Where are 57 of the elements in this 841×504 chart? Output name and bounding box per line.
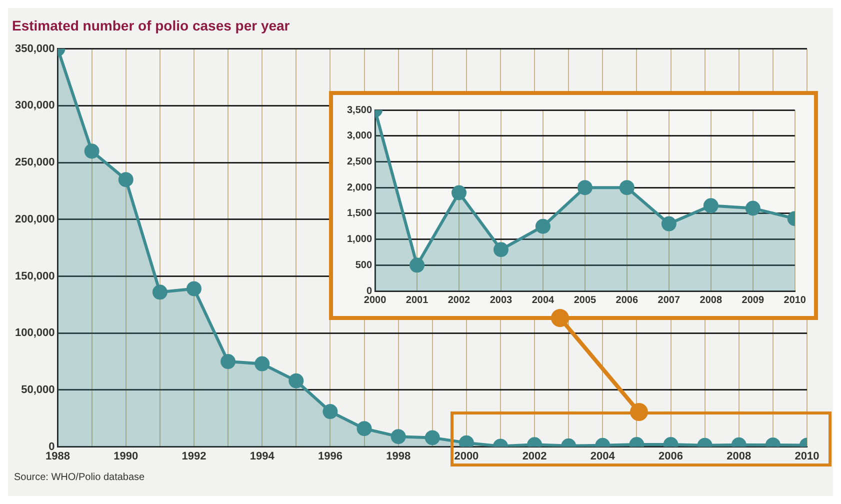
point xyxy=(254,356,270,372)
point xyxy=(220,354,236,370)
x-tick-label: 2008 xyxy=(726,450,752,462)
point xyxy=(661,216,676,232)
y-tick-label: 3,500 xyxy=(346,104,372,116)
y-tick-label: 500 xyxy=(355,260,372,271)
y-tick-label: 50,000 xyxy=(21,384,55,396)
y-tick-label: 2,500 xyxy=(346,156,372,168)
point xyxy=(152,284,168,300)
y-tick-label: 150,000 xyxy=(14,270,55,282)
y-tick-label: 2,000 xyxy=(346,182,372,194)
x-tick-label: 2006 xyxy=(616,294,638,306)
point xyxy=(745,200,760,216)
point xyxy=(577,180,592,196)
x-tick-label: 2004 xyxy=(532,294,555,306)
x-tick-label: 1998 xyxy=(386,450,411,462)
x-tick-label: 1992 xyxy=(182,450,206,462)
x-tick-label: 2003 xyxy=(490,294,513,306)
chart-title: Estimated number of polio cases per year xyxy=(12,17,290,34)
x-tick-label: 2008 xyxy=(700,294,722,306)
x-tick-label: 1994 xyxy=(250,450,276,462)
x-tick-label: 1996 xyxy=(318,450,342,462)
point xyxy=(703,198,718,214)
y-tick-label: 350,000 xyxy=(14,42,55,55)
x-tick-label: 2007 xyxy=(658,294,680,306)
y-tick-label: 100,000 xyxy=(14,327,55,340)
y-tick-label: 250,000 xyxy=(14,156,55,169)
point xyxy=(493,242,508,258)
x-tick-label: 2002 xyxy=(522,450,547,462)
x-tick-label: 1988 xyxy=(46,450,70,462)
x-tick-label: 2001 xyxy=(406,294,429,306)
point xyxy=(619,180,634,196)
y-tick-label: 0 xyxy=(366,286,372,297)
x-tick-label: 2000 xyxy=(454,450,479,462)
point xyxy=(118,172,134,188)
y-tick-label: 3,000 xyxy=(346,130,372,142)
point xyxy=(451,185,466,200)
point xyxy=(535,218,550,234)
x-tick-label: 2006 xyxy=(658,450,684,462)
x-tick-label: 2005 xyxy=(574,294,597,306)
point xyxy=(410,258,425,273)
x-tick-label: 2004 xyxy=(590,450,616,462)
x-tick-label: 2000 xyxy=(364,294,387,306)
point xyxy=(288,373,304,388)
x-tick-label: 2009 xyxy=(742,294,764,306)
x-tick-label: 2010 xyxy=(794,450,820,462)
point xyxy=(458,435,474,447)
x-tick-label: 2002 xyxy=(448,294,471,306)
y-tick-label: 200,000 xyxy=(14,213,55,226)
y-tick-label: 1,000 xyxy=(346,234,372,246)
point xyxy=(186,281,202,296)
x-tick-label: 1990 xyxy=(114,450,138,462)
y-tick-label: 0 xyxy=(48,440,55,453)
y-tick-label: 1,500 xyxy=(346,208,372,220)
x-tick-label: 2010 xyxy=(784,294,806,306)
source-note: Source: WHO/Polio database xyxy=(14,472,145,483)
y-tick-label: 300,000 xyxy=(14,100,55,112)
